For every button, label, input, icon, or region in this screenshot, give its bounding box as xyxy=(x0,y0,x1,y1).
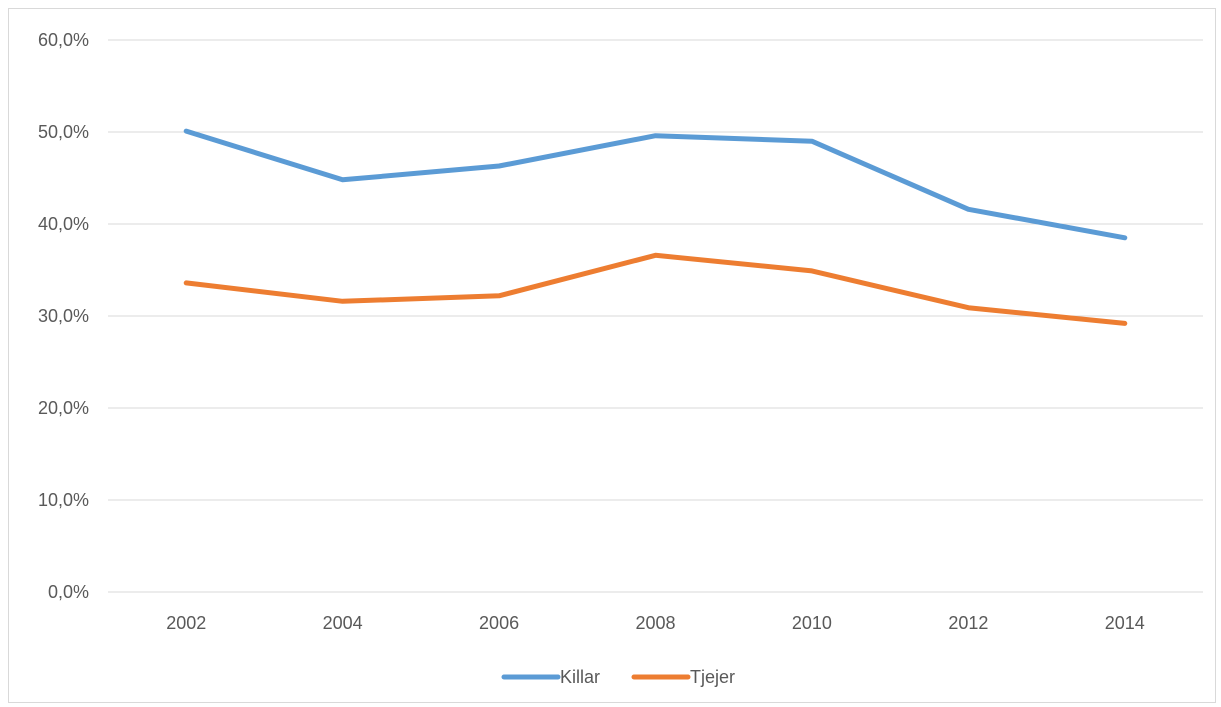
legend: Killar Tjejer xyxy=(501,667,735,687)
x-tick-label: 2008 xyxy=(635,613,675,633)
series-line-tjejer xyxy=(183,252,1128,326)
series-lines xyxy=(183,128,1128,326)
y-tick-label: 50,0% xyxy=(38,122,89,142)
x-tick-label: 2006 xyxy=(479,613,519,633)
y-tick-label: 40,0% xyxy=(38,214,89,234)
x-tick-label: 2012 xyxy=(948,613,988,633)
y-tick-label: 0,0% xyxy=(48,582,89,602)
legend-label-tjejer: Tjejer xyxy=(690,667,735,687)
y-tick-label: 30,0% xyxy=(38,306,89,326)
chart-frame xyxy=(8,8,1216,703)
x-tick-label: 2010 xyxy=(792,613,832,633)
y-tick-label: 60,0% xyxy=(38,30,89,50)
x-tick-label: 2014 xyxy=(1105,613,1145,633)
y-tick-label: 20,0% xyxy=(38,398,89,418)
series-line-killar xyxy=(183,128,1128,241)
y-tick-label: 10,0% xyxy=(38,490,89,510)
x-tick-label: 2002 xyxy=(166,613,206,633)
x-tick-label: 2004 xyxy=(323,613,363,633)
x-axis-tick-labels: 2002 2004 2006 2008 2010 2012 2014 xyxy=(166,613,1145,633)
legend-label-killar: Killar xyxy=(560,667,600,687)
y-axis-tick-labels: 0,0% 10,0% 20,0% 30,0% 40,0% 50,0% 60,0% xyxy=(38,30,89,602)
gridlines xyxy=(108,39,1203,593)
